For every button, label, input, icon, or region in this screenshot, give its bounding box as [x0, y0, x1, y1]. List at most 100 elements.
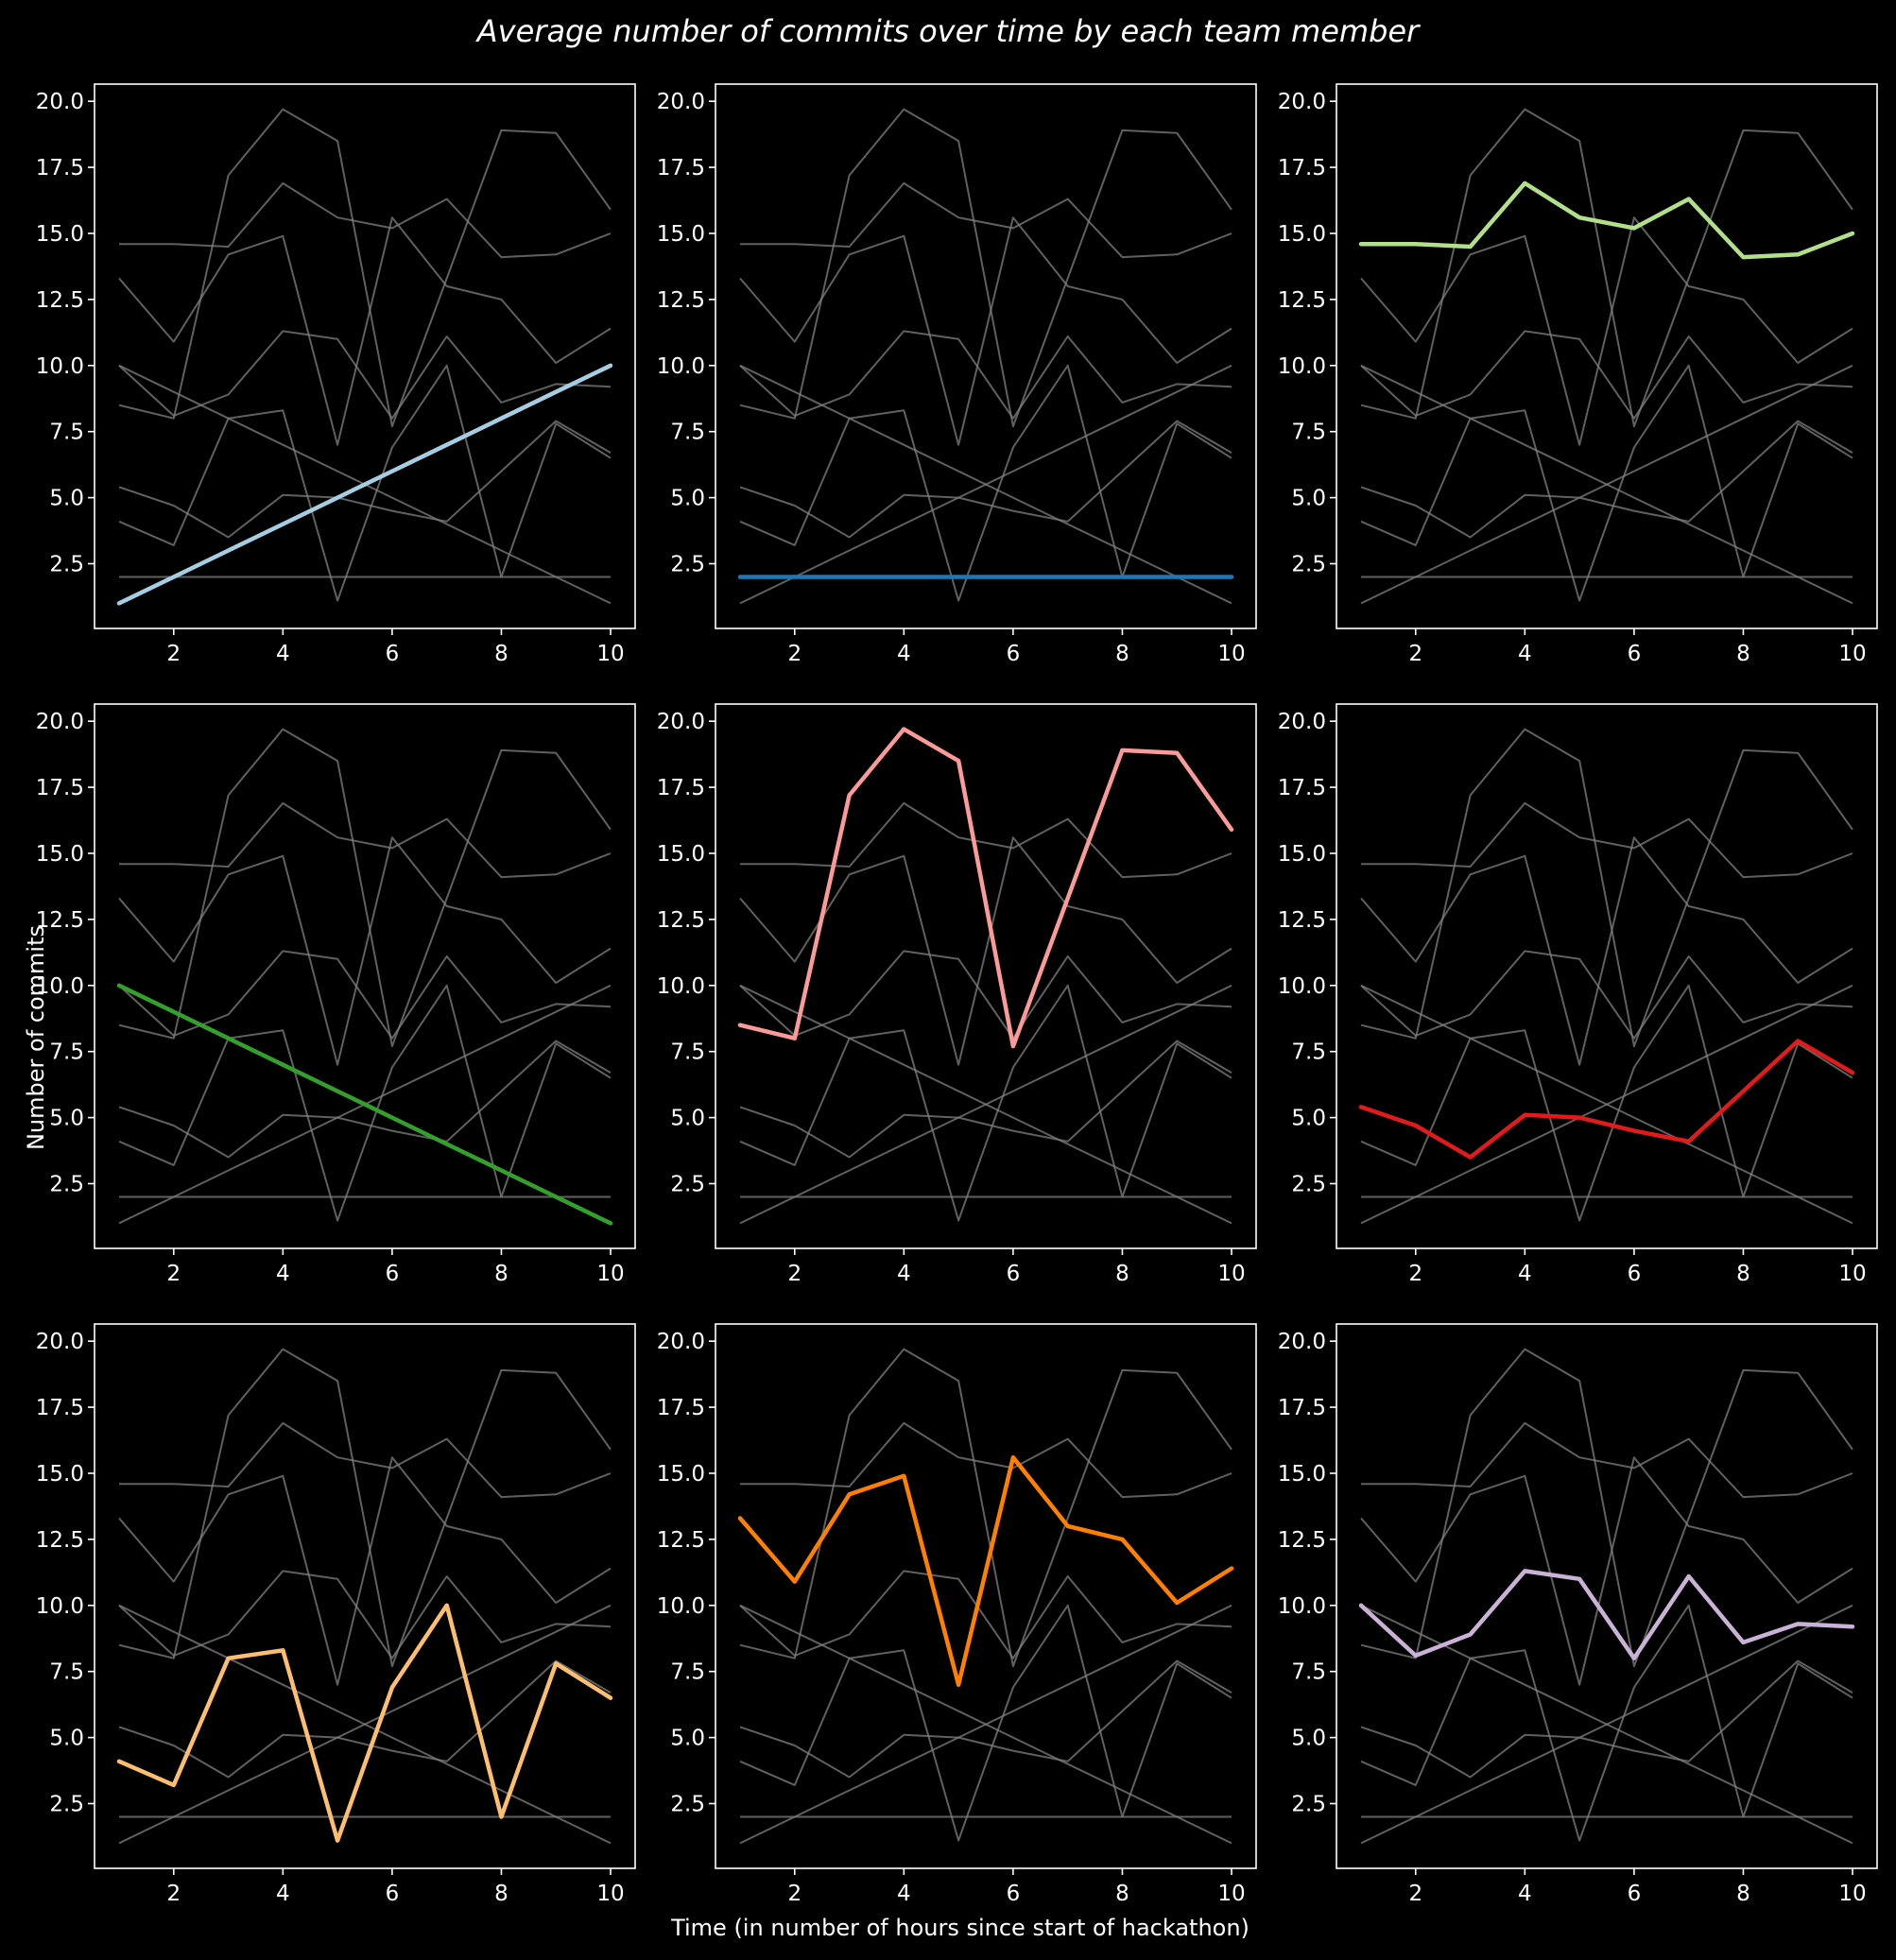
- x-tick-label: 4: [1518, 642, 1532, 666]
- y-tick-label: 10.0: [1278, 354, 1326, 379]
- x-tick-label: 4: [276, 1262, 290, 1286]
- x-tick-label: 10: [1217, 642, 1245, 666]
- y-tick-label: 15.0: [1278, 842, 1326, 867]
- x-tick-label: 4: [1518, 1882, 1532, 1906]
- y-tick-label: 17.5: [1278, 156, 1326, 181]
- y-tick-label: 15.0: [1278, 222, 1326, 247]
- y-tick-label: 5.0: [49, 487, 84, 511]
- y-tick-label: 15.0: [36, 1462, 84, 1487]
- x-tick-label: 4: [897, 642, 911, 666]
- y-tick-label: 5.0: [670, 1727, 705, 1751]
- y-tick-label: 20.0: [657, 710, 705, 734]
- y-tick-label: 5.0: [1291, 1727, 1326, 1751]
- x-tick-label: 10: [1217, 1262, 1245, 1286]
- y-tick-label: 15.0: [657, 1462, 705, 1487]
- y-tick-label: 10.0: [657, 1594, 705, 1619]
- y-tick-label: 10.0: [1278, 1594, 1326, 1619]
- x-tick-label: 6: [386, 642, 400, 666]
- context-line-8: [118, 836, 612, 1066]
- panel-6: 2 4 6 8 10 2.5 5.0 7.5 10.0 12.5 15.0 17.5 20.0: [1278, 703, 1878, 1286]
- x-tick-label: 6: [1628, 642, 1642, 666]
- y-tick-label: 17.5: [36, 776, 84, 800]
- x-tick-label: 8: [494, 642, 508, 666]
- y-tick-label: 15.0: [1278, 1462, 1326, 1487]
- y-tick-label: 17.5: [1278, 776, 1326, 800]
- context-line-9: [1360, 950, 1853, 1040]
- y-tick-label: 7.5: [670, 1660, 705, 1685]
- context-line-6: [118, 420, 612, 539]
- context-line-7: [739, 364, 1232, 602]
- y-tick-label: 20.0: [657, 90, 705, 114]
- y-tick-label: 10.0: [36, 354, 84, 379]
- panel-2: 2 4 6 8 10 2.5 5.0 7.5 10.0 12.5 15.0 17.5 20.0: [657, 83, 1257, 666]
- y-tick-label: 2.5: [49, 1792, 84, 1816]
- y-tick-label: 15.0: [36, 222, 84, 247]
- y-tick-label: 2.5: [49, 1172, 84, 1196]
- x-tick-label: 2: [166, 642, 181, 666]
- y-tick-label: 7.5: [670, 421, 705, 445]
- context-line-6: [118, 1040, 612, 1159]
- panel-7: 2 4 6 8 10 2.5 5.0 7.5 10.0 12.5 15.0 17.5 20.0: [36, 1323, 636, 1906]
- context-line-3: [740, 801, 1232, 879]
- axes-frame: [94, 703, 636, 1249]
- context-line-6: [1360, 1659, 1853, 1779]
- panel-4: 2 4 6 8 10 2.5 5.0 7.5 10.0 12.5 15.0 17.5 20.0: [36, 703, 636, 1286]
- y-tick-label: 20.0: [36, 90, 84, 114]
- x-tick-label: 8: [1115, 1262, 1129, 1286]
- y-tick-label: 15.0: [36, 842, 84, 867]
- context-line-7: [118, 984, 612, 1222]
- x-tick-label: 8: [1736, 1262, 1750, 1286]
- x-tick-label: 10: [596, 1262, 624, 1286]
- panel-3: 2 4 6 8 10 2.5 5.0 7.5 10.0 12.5 15.0 17.5 20.0: [1278, 83, 1878, 666]
- x-tick-label: 10: [1838, 1882, 1866, 1906]
- y-tick-label: 7.5: [1291, 1040, 1326, 1065]
- x-tick-label: 10: [1838, 642, 1866, 666]
- y-tick-label: 5.0: [1291, 1107, 1326, 1131]
- context-line-9: [118, 1570, 612, 1659]
- x-tick-label: 6: [1628, 1882, 1642, 1906]
- y-tick-label: 2.5: [49, 552, 84, 576]
- y-tick-label: 20.0: [36, 1330, 84, 1354]
- x-tick-label: 6: [1007, 1262, 1021, 1286]
- axes-frame: [94, 83, 636, 629]
- context-line-6: [1360, 420, 1853, 539]
- y-tick-label: 7.5: [1291, 1660, 1326, 1685]
- y-tick-label: 10.0: [1278, 974, 1326, 999]
- x-tick-label: 4: [897, 1262, 911, 1286]
- y-tick-label: 5.0: [49, 1107, 84, 1131]
- x-tick-label: 2: [787, 642, 801, 666]
- y-tick-label: 17.5: [657, 156, 705, 181]
- y-tick-label: 2.5: [1291, 1172, 1326, 1196]
- context-line-7: [739, 1604, 1232, 1842]
- y-tick-label: 10.0: [657, 354, 705, 379]
- y-axis-label: Number of commits: [23, 925, 49, 1150]
- y-tick-label: 12.5: [657, 908, 705, 933]
- y-tick-label: 10.0: [657, 974, 705, 999]
- axes-frame: [94, 1323, 636, 1869]
- context-line-3: [119, 1421, 612, 1499]
- context-line-7: [739, 984, 1232, 1222]
- x-axis-label: Time (in number of hours since start of …: [670, 1915, 1250, 1941]
- y-tick-label: 12.5: [1278, 288, 1326, 313]
- context-line-3: [1361, 801, 1853, 879]
- y-tick-label: 20.0: [36, 710, 84, 734]
- y-tick-label: 12.5: [36, 288, 84, 313]
- y-tick-label: 12.5: [1278, 1528, 1326, 1553]
- y-tick-label: 5.0: [1291, 487, 1326, 511]
- y-tick-label: 5.0: [49, 1727, 84, 1751]
- context-line-7: [118, 364, 612, 602]
- y-tick-label: 2.5: [1291, 552, 1326, 576]
- y-tick-label: 20.0: [657, 1330, 705, 1354]
- x-tick-label: 2: [166, 1262, 181, 1286]
- chart-title: Average number of commits over time by e…: [475, 13, 1421, 49]
- x-tick-label: 10: [1838, 1262, 1866, 1286]
- x-tick-label: 4: [897, 1882, 911, 1906]
- axes-frame: [1336, 703, 1878, 1249]
- y-tick-label: 7.5: [1291, 421, 1326, 445]
- context-line-8: [1360, 216, 1853, 446]
- context-line-8: [118, 216, 612, 446]
- highlight-line-3: [1358, 181, 1855, 260]
- y-tick-label: 12.5: [1278, 908, 1326, 933]
